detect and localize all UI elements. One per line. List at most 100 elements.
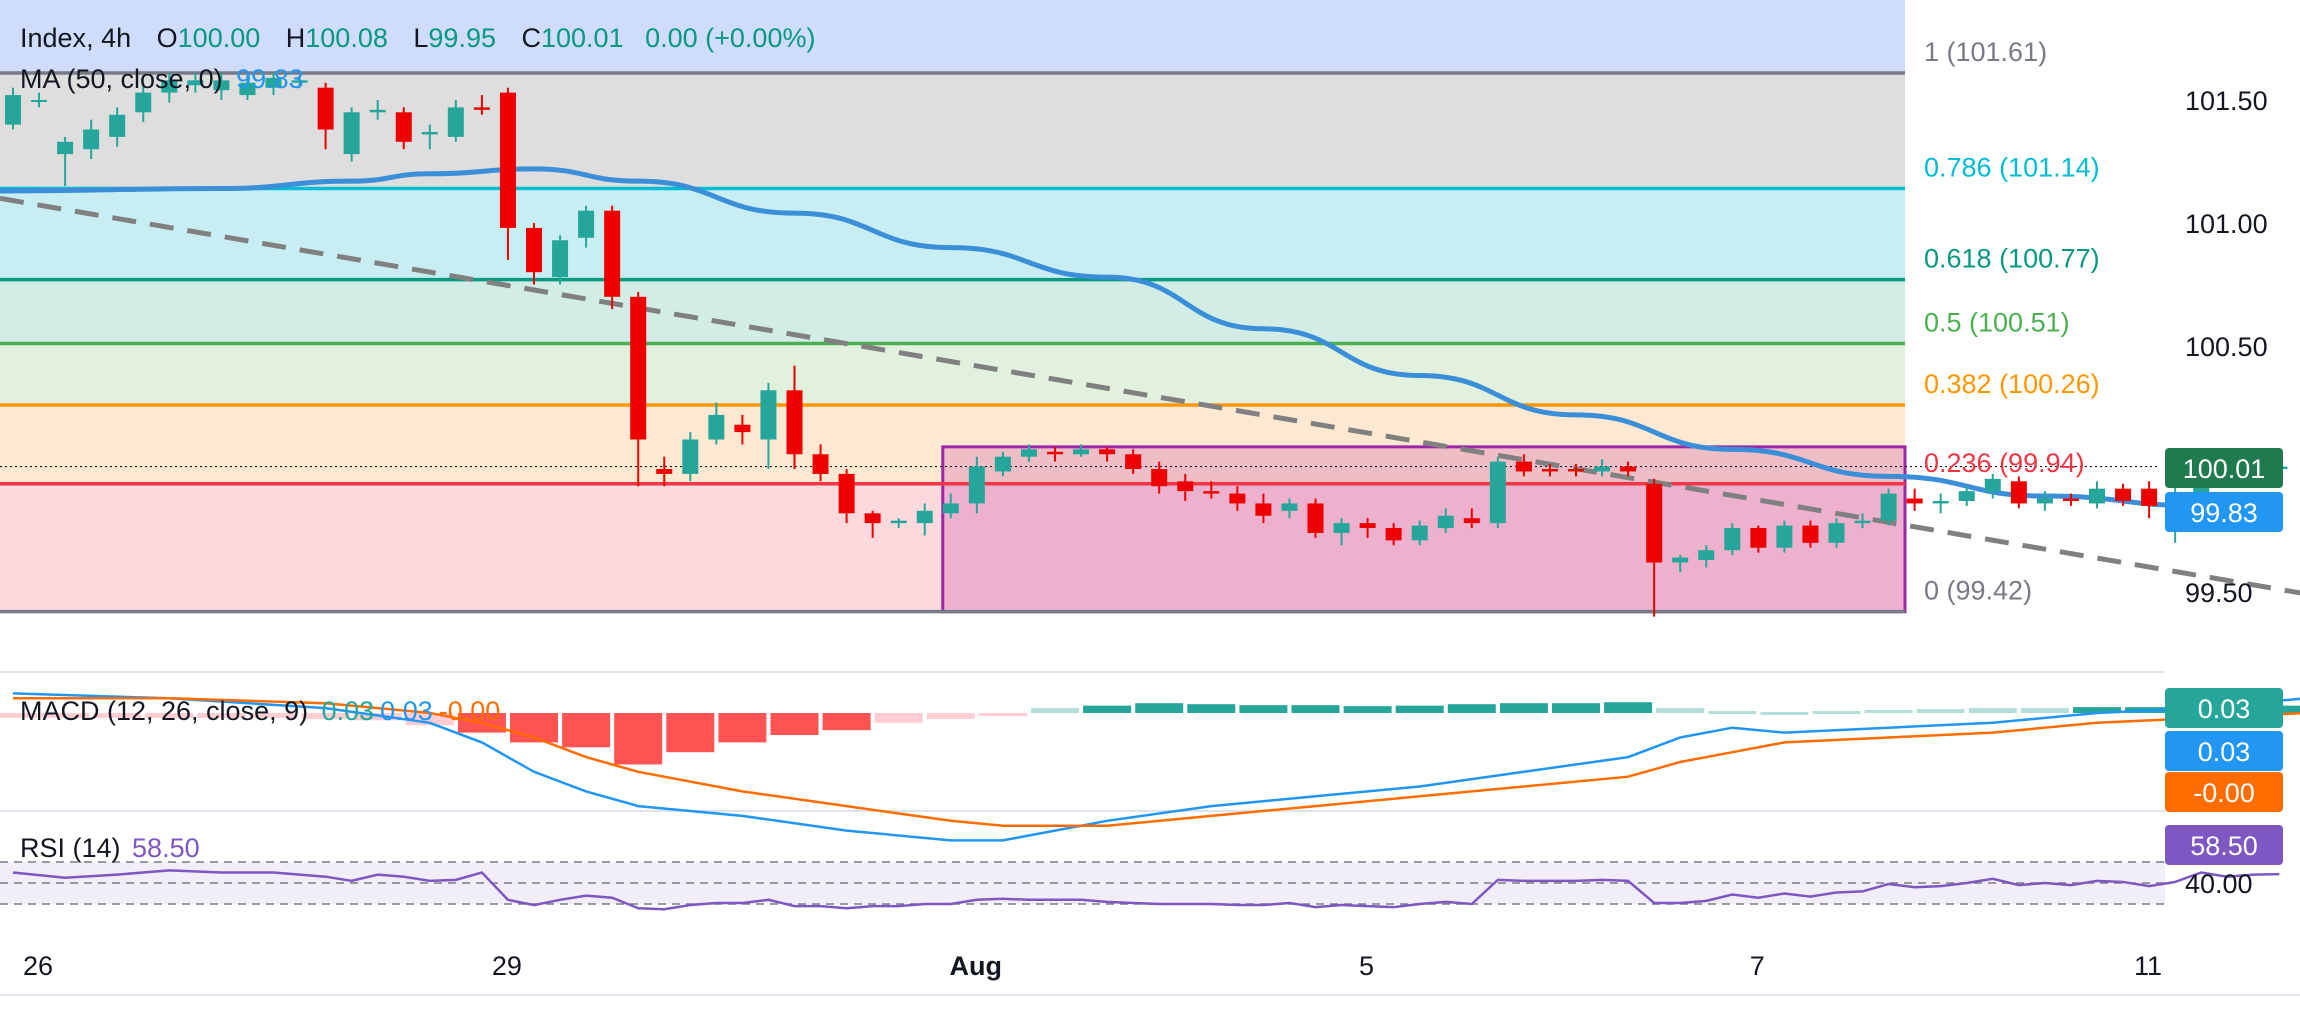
macd-hist-bar [1916,709,1965,713]
candle-body [2010,481,2027,504]
candle-body [1020,449,1037,457]
candle [2115,483,2132,506]
candle [1776,520,1793,553]
macd-legend-value: 0.03 [322,696,375,726]
macd-hist-bar [666,713,715,753]
candle-body [317,87,334,130]
ma-layer [0,166,2280,514]
time-tick-label: 5 [1359,951,1374,981]
candle [2010,476,2027,509]
candle [1437,508,1454,533]
close-value: 100.01 [541,23,624,53]
fib-label-0.382: 0.382 (100.26) [1924,369,2100,399]
candle-body [1594,466,1611,472]
macd-signal-badge: -0.00 [2165,772,2283,812]
macd-hist-bar [1708,711,1757,715]
candle [1281,498,1298,519]
symbol-label: Index [20,23,87,53]
candle [1750,525,1767,553]
candle-body [1177,481,1194,492]
candle [1698,545,1715,568]
fib-label-0.618: 0.618 (100.77) [1924,244,2100,274]
candle-body [526,227,542,273]
fibonacci-lines[interactable] [0,71,2160,614]
open-label: O [157,23,178,53]
candle [1203,481,1220,499]
candle [1385,523,1402,546]
candle [1724,523,1741,556]
low-label: L [413,23,428,53]
candle-body [578,210,595,238]
candle [1802,520,1819,548]
candle-body [1698,550,1715,561]
candle-body [1125,454,1142,469]
candle-body [109,114,126,137]
candle-body [2089,488,2105,504]
fib-band-0.382 [0,343,1905,406]
candle-body [552,240,569,278]
candle-body [1047,451,1063,455]
ma-legend-value: 99.83 [236,64,304,94]
signal-line [13,697,2300,827]
time-axis[interactable]: 2629Aug57111316 [0,951,2300,996]
axis-badges: 100.01 99.83 0.03 0.03 -0.00 58.50 40.00 [2165,448,2283,899]
macd-hist-bar [1499,703,1548,713]
candle [499,87,516,260]
candle [1568,464,1584,477]
candle-body [1646,483,1663,563]
svg-text:Index, 4h O100.00: Index, 4h O100.00 H100.08 L99.95 C100.01… [20,23,815,53]
candle [708,402,725,445]
macd-line-badge-text: 0.03 [2198,737,2251,767]
candle-body [57,141,74,155]
rsi-line [12,869,2280,911]
macd-hist-badge: 0.03 [2165,688,2283,728]
candle-body [83,129,100,150]
candle-body [499,92,516,228]
candle-body [1099,449,1116,455]
high-label: H [286,23,306,53]
candle [1489,456,1506,529]
candle-body [1802,525,1819,543]
macd-hist-bar [2020,708,2069,713]
candle-body [890,520,907,524]
candle-body [994,456,1011,472]
ma-legend-label: MA (50, close, 0) [20,64,223,94]
price-axis[interactable]: 101.50 101.00 100.50 99.50 [2185,86,2268,608]
time-tick-label: 26 [23,951,53,981]
candle [1099,446,1116,462]
candle-body [916,510,933,524]
candle-body [395,112,412,142]
rsi-pane: RSI (14) 58.50 [0,833,2280,911]
change-value: 0.00 (+0.00%) [645,23,815,53]
candle [1541,464,1558,477]
macd-line [12,692,2300,842]
candle-body [2062,498,2079,501]
candle [1020,444,1037,462]
rsi-value-badge-bg [2165,825,2283,865]
macd-line-badge-bg [2165,731,2283,771]
candle [1333,518,1350,546]
candle [760,382,777,469]
candle [239,72,256,100]
candle [473,95,490,115]
ohlc-legend[interactable]: Index, 4h O100.00 H100.08 L99.95 C100.01… [20,23,815,94]
candle-body [213,80,230,91]
macd-hist-bar [978,713,1027,716]
candle [447,100,464,142]
candle [135,82,152,123]
candle [1828,518,1845,548]
candle [1515,454,1532,477]
macd-hist-bar [197,713,246,718]
rsi-legend: RSI (14) 58.50 [20,833,200,863]
candle-body [1515,461,1532,472]
fib-band-0.786 [0,72,1905,189]
candle [1932,493,1949,514]
candle-body [1307,503,1324,533]
trendline-layer[interactable] [0,195,2300,611]
macd-legend-value: 0.03 [380,696,433,726]
macd-hist-bar [41,713,90,718]
candle-body [1958,491,1975,501]
candle [968,456,985,514]
candle-body [1984,478,2001,492]
